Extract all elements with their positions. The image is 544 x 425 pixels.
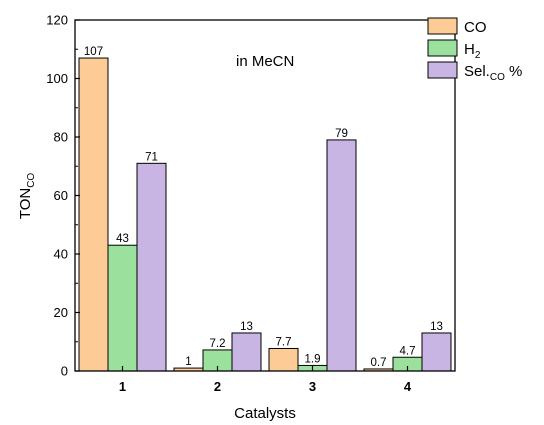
y-tick-label: 40: [54, 247, 68, 262]
y-axis-title: TONCO: [17, 173, 37, 220]
legend-label-main: Sel.: [464, 63, 490, 80]
y-axis-title-sub: CO: [26, 173, 37, 188]
legend-swatch: [427, 17, 458, 35]
y-axis: 0 20 40 60 80 100 120: [46, 13, 80, 379]
legend-label-main: CO: [464, 19, 487, 36]
y-tick-label: 100: [46, 71, 68, 86]
legend-label: Sel.CO %: [464, 63, 522, 83]
y-tick-label: 120: [46, 13, 68, 28]
bar-h2-1: [107, 244, 138, 372]
x-tick-label: 3: [309, 379, 316, 394]
bar-co-1: [78, 57, 109, 372]
legend-label-main: H: [464, 41, 475, 58]
bar-sel-co-2: [231, 332, 262, 372]
x-axis: 1 2 3 4: [119, 366, 412, 394]
data-label: 71: [145, 151, 158, 163]
data-label: 1.9: [305, 353, 321, 365]
x-tick-label: 2: [214, 379, 221, 394]
y-tick-label: 20: [54, 305, 68, 320]
data-label: 0.7: [371, 357, 387, 369]
chart-annotation: in MeCN: [236, 53, 294, 70]
data-label: 4.7: [400, 345, 416, 357]
bar-sel-co-1: [136, 162, 167, 372]
data-label: 79: [335, 128, 348, 140]
data-label: 13: [430, 321, 443, 333]
legend-swatch: [427, 39, 458, 57]
bars-group: [78, 57, 452, 372]
data-label: 7.7: [276, 336, 292, 348]
bar-sel-co-3: [326, 139, 357, 372]
y-tick-label: 0: [61, 364, 68, 379]
data-label: 43: [116, 233, 129, 245]
legend-label: H2: [464, 41, 481, 61]
legend-label: CO: [464, 19, 487, 36]
bar-co-3: [268, 347, 299, 372]
legend-label-sub: CO: [490, 72, 505, 83]
x-tick-label: 4: [404, 379, 412, 394]
legend-label-tail: %: [505, 63, 523, 80]
y-axis-title-main: TON: [17, 188, 34, 219]
data-label: 7.2: [210, 338, 226, 350]
legend-swatch: [427, 61, 458, 79]
y-tick-label: 80: [54, 130, 68, 145]
data-labels-group: 107 43 71 1 7.2 13 7.7 1.9 79 0.7 4.7 13: [84, 46, 443, 369]
legend-label-sub: 2: [475, 50, 481, 61]
x-tick-label: 1: [119, 379, 126, 394]
y-tick-label: 60: [54, 188, 68, 203]
data-label: 1: [185, 356, 191, 368]
data-label: 13: [240, 321, 253, 333]
bar-sel-co-4: [421, 332, 452, 372]
x-axis-title: Catalysts: [234, 405, 296, 422]
data-label: 107: [84, 46, 103, 58]
